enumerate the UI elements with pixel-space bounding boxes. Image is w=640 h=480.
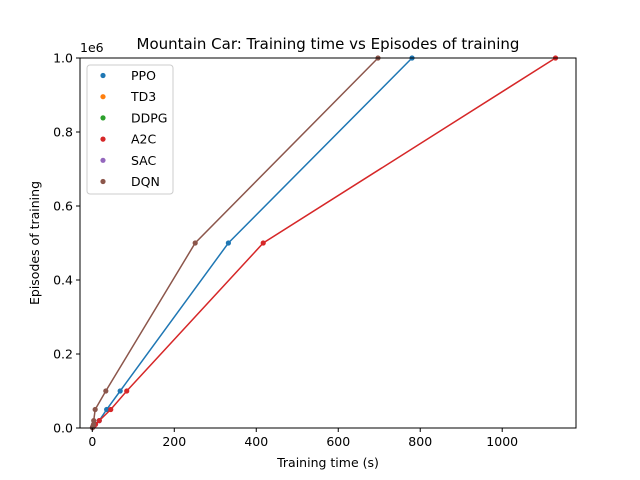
x-tick-label: 800 — [408, 434, 432, 449]
legend-box — [86, 64, 174, 195]
y-tick-label: 0.0 — [53, 421, 73, 436]
legend-label-ppo: PPO — [131, 68, 156, 83]
chart-title: Mountain Car: Training time vs Episodes … — [137, 35, 520, 53]
x-axis-label: Training time (s) — [276, 455, 379, 470]
x-tick-label: 600 — [326, 434, 350, 449]
data-point-a2c-5 — [124, 388, 130, 394]
legend-label-dqn: DQN — [131, 174, 160, 189]
legend-marker-td3 — [100, 94, 106, 100]
data-point-a2c-6 — [260, 240, 266, 246]
data-point-a2c-4 — [108, 406, 114, 413]
x-axis: 0 200 400 600 800 1000 — [88, 428, 518, 449]
data-point-dqn-4 — [92, 406, 98, 413]
plot-area — [89, 55, 559, 431]
x-tick-label: 200 — [162, 434, 186, 449]
legend-label-sac: SAC — [131, 153, 156, 168]
y-tick-label: 1.0 — [53, 51, 73, 66]
data-point-ppo-4 — [104, 406, 110, 413]
axes-frame — [79, 57, 577, 429]
y-offset-label: 1e6 — [80, 40, 104, 55]
legend-marker-sac — [100, 157, 106, 163]
y-axis-label: Episodes of training — [27, 181, 42, 305]
y-tick-label: 0.4 — [53, 273, 73, 288]
legend-marker-ddpg — [100, 115, 106, 121]
x-tick-label: 1000 — [486, 434, 518, 449]
legend-marker-ppo — [100, 72, 106, 79]
legend-label-ddpg: DDPG — [131, 110, 167, 125]
data-point-a2c-3 — [96, 418, 102, 424]
data-point-dqn-6 — [192, 240, 198, 246]
x-tick-label: 0 — [88, 434, 96, 449]
data-point-dqn-5 — [103, 388, 109, 394]
legend-label-a2c: A2C — [131, 132, 157, 147]
legend-marker-a2c — [100, 136, 106, 142]
y-tick-label: 0.2 — [53, 347, 73, 362]
y-axis: 0.0 0.2 0.4 0.6 0.8 1.0 — [53, 51, 80, 436]
data-point-dqn-2 — [90, 421, 97, 427]
data-point-ppo-5 — [117, 388, 123, 394]
data-point-dqn-3 — [91, 418, 97, 424]
x-tick-label: 400 — [244, 434, 268, 449]
data-point-ppo-6 — [225, 240, 231, 246]
legend: PPO TD3 DDPG A2C SAC DQN — [86, 64, 174, 195]
y-tick-label: 0.6 — [53, 199, 73, 214]
legend-label-td3: TD3 — [130, 89, 156, 104]
legend-marker-dqn — [100, 178, 106, 185]
y-tick-label: 0.8 — [53, 125, 73, 140]
